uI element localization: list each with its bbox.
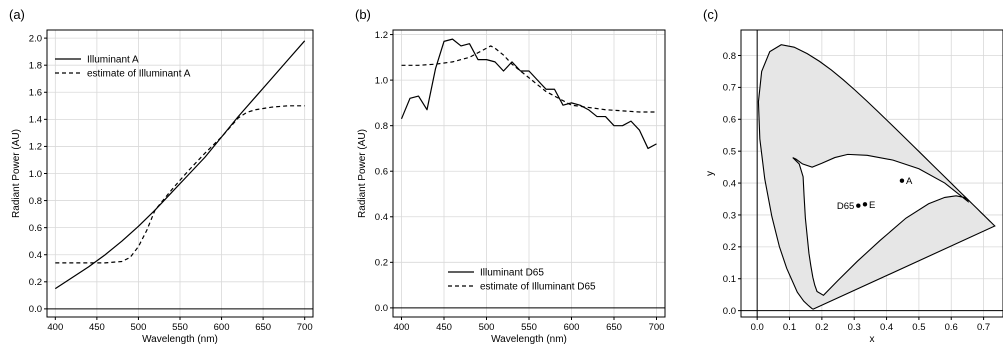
plot-frame [740, 29, 1003, 318]
legend-entry: estimate of Illuminant D65 [480, 282, 596, 293]
x-tick-label: 0.6 [945, 322, 958, 333]
y-tick-label: 0.4 [375, 212, 388, 223]
y-tick-label: 2.0 [29, 33, 42, 44]
x-tick-label: 0.3 [848, 322, 861, 333]
point-label-a: A [906, 176, 913, 187]
legend-entry: Illuminant A [87, 55, 139, 66]
panel-b: 400 450 500 550 600 650 700 0.0 0.2 0.4 0.6 0.8 1.0 1… [355, 7, 666, 345]
y-tick-label: 0.6 [375, 167, 388, 178]
y-tick-label: 0.3 [723, 210, 736, 221]
y-tick-label: 1.2 [29, 142, 42, 153]
y-tick-label: 1.6 [29, 88, 42, 99]
y-tick-label: 0.4 [29, 250, 42, 261]
region-boundary [792, 153, 969, 297]
y-tick-label: 1.2 [375, 30, 388, 41]
point-label-d65: D65 [837, 201, 854, 212]
x-tick-label: 0.2 [815, 322, 828, 333]
x-axis-label: x [870, 334, 875, 345]
y-tick-label: 0.0 [29, 304, 42, 315]
x-tick-label: 0.7 [977, 322, 990, 333]
y-tick-label: 1.0 [29, 169, 42, 180]
x-tick-label: 400 [394, 322, 410, 333]
y-tick-label: 0.2 [723, 242, 736, 253]
y-tick-label: 0.6 [29, 223, 42, 234]
x-tick-label: 700 [297, 322, 313, 333]
y-tick-label: 0.6 [723, 115, 736, 126]
y-tick-label: 0.4 [723, 178, 736, 189]
grid [47, 30, 313, 317]
x-tick-label: 0.5 [912, 322, 925, 333]
y-axis-label: y [705, 171, 716, 176]
white-point-e [862, 202, 868, 207]
x-tick-label: 500 [479, 322, 495, 333]
white-point-d65 [856, 203, 861, 208]
x-tick-label: 400 [47, 322, 63, 333]
x-tick-label: 600 [214, 322, 230, 333]
series-line-illuminant [400, 38, 657, 150]
x-tick-label: 450 [436, 322, 452, 333]
y-axis-label: Radiant Power (AU) [357, 129, 368, 218]
legend: Illuminant A estimate of Illuminant A [55, 55, 191, 80]
y-tick-label: 0.8 [723, 51, 736, 62]
x-axis-label: Wavelength (nm) [142, 334, 218, 345]
y-tick-label: 0.2 [375, 258, 388, 269]
panel-label: (a) [9, 7, 25, 22]
x-tick-label: 550 [521, 322, 537, 333]
x-tick-label: 450 [89, 322, 105, 333]
y-tick-label: 1.4 [29, 115, 42, 126]
x-tick-label: 0.0 [751, 322, 764, 333]
legend-entry: Illuminant D65 [480, 268, 544, 279]
y-tick-label: 0.0 [375, 303, 388, 314]
x-tick-label: 0.4 [880, 322, 893, 333]
x-tick-label: 650 [606, 322, 622, 333]
panel-a: 400 450 500 550 600 650 700 0.0 0.2 0.4 0.6 0.8 1.0 1… [9, 7, 314, 345]
x-tick-label: 650 [255, 322, 271, 333]
x-axis-label: Wavelength (nm) [491, 334, 567, 345]
plot-area: A D65 E [757, 44, 996, 310]
x-tick-label: 600 [564, 322, 580, 333]
white-point-a [899, 178, 905, 183]
plot-area [54, 40, 306, 290]
y-tick-label: 1.8 [29, 60, 42, 71]
y-tick-label: 0.2 [29, 277, 42, 288]
y-tick-label: 0.7 [723, 83, 736, 94]
y-tick-label: 0.8 [29, 196, 42, 207]
y-tick-label: 0.1 [723, 274, 736, 285]
y-tick-label: 1.0 [375, 75, 388, 86]
y-tick-label: 0.5 [723, 146, 736, 157]
panel-c: A D65 E 0.0 0.1 0.2 0.3 0.4 0.5 0.6 0.7 0.0 0.1 0.2 0.… [703, 7, 1003, 345]
x-tick-label: 550 [172, 322, 188, 333]
x-tick-label: 0.1 [783, 322, 796, 333]
y-tick-label: 0.8 [375, 121, 388, 132]
y-tick-label: 0.0 [723, 306, 736, 317]
legend-entry: estimate of Illuminant A [87, 69, 191, 80]
point-label-e: E [869, 200, 875, 211]
x-tick-label: 700 [649, 322, 665, 333]
series-line-illuminant [54, 40, 306, 290]
panel-label: (b) [355, 7, 371, 22]
grid [393, 30, 665, 317]
y-axis-label: Radiant Power (AU) [11, 129, 22, 218]
x-tick-label: 500 [131, 322, 147, 333]
plot-area [400, 38, 657, 150]
legend: Illuminant D65 estimate of Illuminant D65 [448, 268, 596, 293]
panel-label: (c) [703, 7, 718, 22]
